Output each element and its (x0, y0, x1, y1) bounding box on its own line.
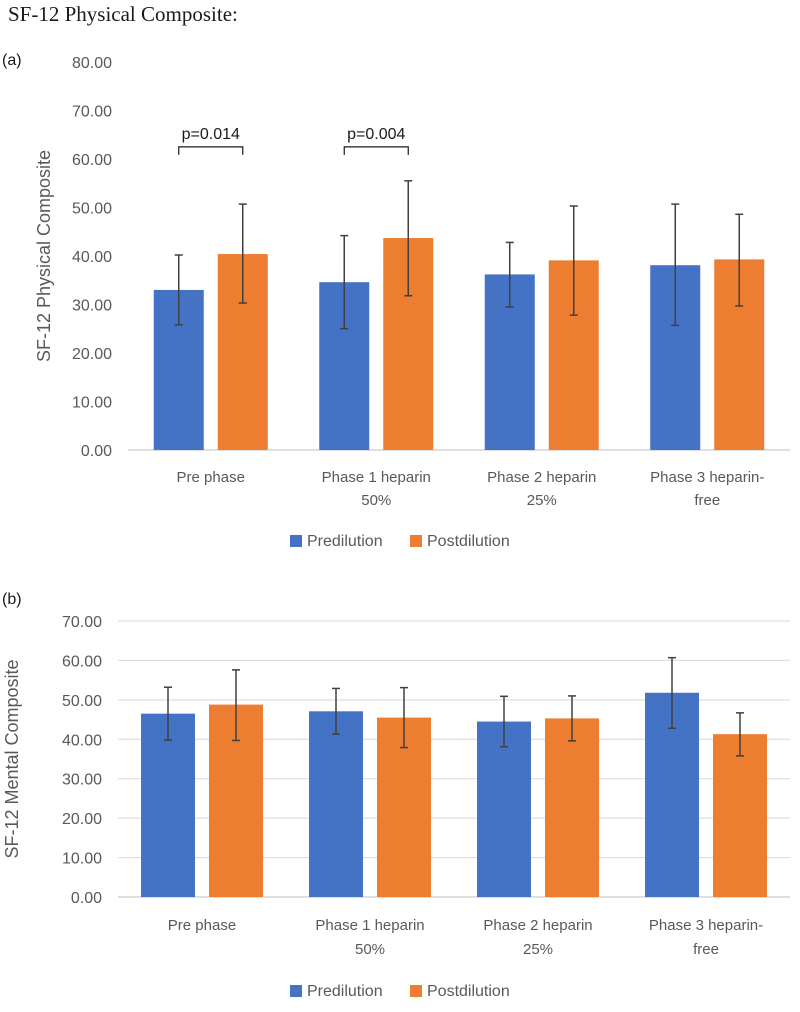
y-axis-label: SF-12 Mental Composite (2, 659, 22, 858)
y-tick-label: 70.00 (72, 104, 112, 121)
y-tick-label: 20.00 (72, 346, 112, 363)
legend-swatch-predilution (290, 985, 302, 997)
significance-bracket-2 (343, 146, 409, 155)
category-label-3: 25% (523, 941, 553, 958)
chart-physical-composite: 0.00 10.00 20.00 30.00 40.00 50.00 60.00 70.00 8… (34, 55, 790, 550)
bar-predilution-1 (141, 713, 195, 897)
category-label-1: Pre phase (177, 469, 245, 486)
y-tick-label: 60.00 (62, 653, 102, 670)
y-tick-label: 30.00 (72, 298, 112, 315)
significance-label-2: p=0.004 (347, 126, 405, 143)
y-tick-label: 40.00 (62, 732, 102, 749)
significance-bracket-1 (178, 146, 244, 155)
legend-swatch-predilution (290, 535, 302, 547)
y-tick-label: 20.00 (62, 811, 102, 828)
category-label-2: Phase 1 heparin (322, 469, 431, 486)
panel-label-b: (b) (2, 591, 22, 608)
legend-swatch-postdilution (410, 985, 422, 997)
category-label-4: free (693, 941, 719, 958)
y-tick-label: 50.00 (62, 693, 102, 710)
category-label-3: 25% (527, 492, 557, 509)
y-tick-label: 10.00 (72, 395, 112, 412)
legend-item-predilution: Predilution (290, 533, 383, 550)
category-label-3: Phase 2 heparin (483, 917, 592, 934)
panel-label-a: (a) (2, 52, 22, 69)
category-label-4: Phase 3 heparin- (650, 469, 764, 486)
y-tick-label: 40.00 (72, 249, 112, 266)
category-label-2: Phase 1 heparin (315, 917, 424, 934)
legend-swatch-postdilution (410, 535, 422, 547)
y-axis-label: SF-12 Physical Composite (34, 150, 54, 362)
page-title: SF-12 Physical Composite: (8, 2, 238, 26)
bar-postdilution-4 (713, 734, 767, 897)
category-label-1: Pre phase (168, 917, 236, 934)
y-tick-label: 50.00 (72, 201, 112, 218)
legend-item-postdilution: Postdilution (410, 983, 510, 1000)
category-label-3: Phase 2 heparin (487, 469, 596, 486)
significance-label-1: p=0.014 (182, 126, 240, 143)
y-tick-label: 30.00 (62, 772, 102, 789)
legend-item-predilution: Predilution (290, 983, 383, 1000)
y-tick-label: 10.00 (62, 851, 102, 868)
y-tick-label: 0.00 (71, 890, 102, 907)
bar-predilution-3 (477, 721, 531, 897)
category-label-4: free (694, 492, 720, 509)
y-tick-label: 60.00 (72, 152, 112, 169)
legend-item-postdilution: Postdilution (410, 533, 510, 550)
y-tick-label: 80.00 (72, 55, 112, 72)
chart-mental-composite: 0.00 10.00 20.00 30.00 40.00 50.00 60.00 70.00 S… (2, 614, 790, 1000)
category-label-2: 50% (355, 941, 385, 958)
legend-label-postdilution: Postdilution (427, 983, 510, 1000)
legend-label-predilution: Predilution (307, 533, 383, 550)
bar-predilution-2 (309, 711, 363, 897)
category-label-2: 50% (361, 492, 391, 509)
legend-label-postdilution: Postdilution (427, 533, 510, 550)
legend-label-predilution: Predilution (307, 983, 383, 1000)
category-label-4: Phase 3 heparin- (649, 917, 763, 934)
y-tick-label: 70.00 (62, 614, 102, 631)
y-tick-label: 0.00 (81, 443, 112, 460)
bar-postdilution-3 (545, 718, 599, 897)
